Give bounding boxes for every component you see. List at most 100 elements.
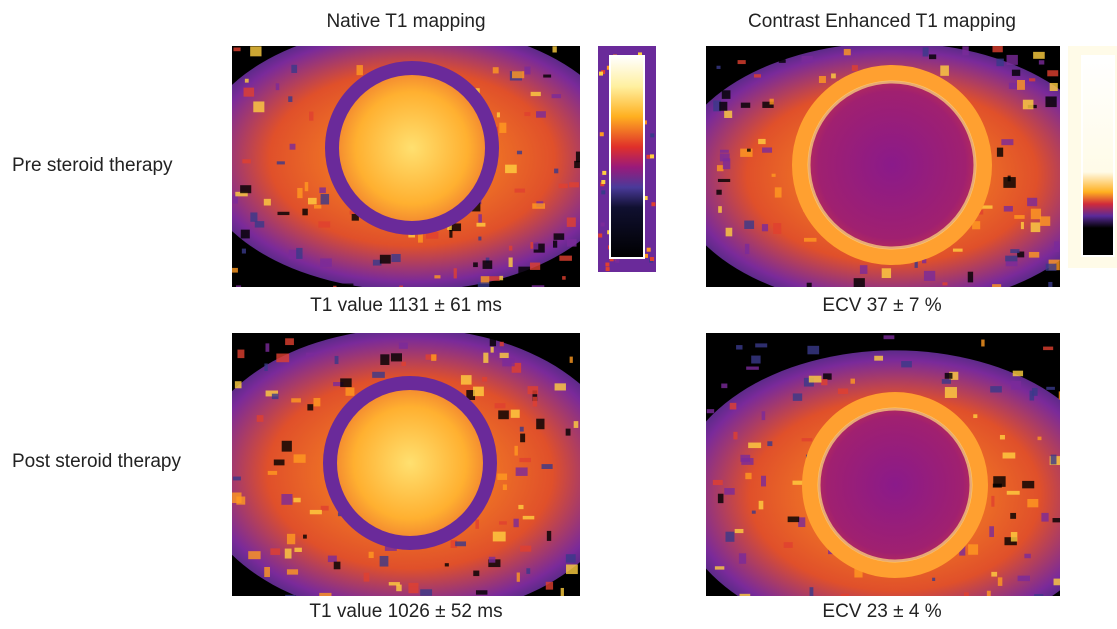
speckle bbox=[646, 155, 650, 159]
speckle bbox=[276, 354, 289, 363]
speckle bbox=[1027, 198, 1037, 206]
speckle bbox=[237, 350, 244, 359]
speckle bbox=[755, 343, 767, 347]
speckle bbox=[758, 139, 765, 144]
speckle bbox=[242, 249, 246, 254]
speckle bbox=[493, 532, 506, 542]
speckle bbox=[831, 73, 836, 78]
speckle bbox=[233, 477, 241, 481]
speckle bbox=[532, 285, 545, 294]
speckle bbox=[248, 551, 260, 559]
speckle bbox=[253, 101, 264, 112]
speckle bbox=[973, 414, 977, 418]
speckle bbox=[255, 221, 264, 227]
speckle bbox=[1050, 83, 1058, 91]
speckle bbox=[294, 548, 301, 552]
column-title: Native T1 mapping bbox=[326, 11, 485, 32]
speckle bbox=[852, 65, 858, 71]
speckle bbox=[235, 381, 242, 388]
speckle bbox=[305, 182, 309, 191]
speckle bbox=[1041, 513, 1048, 522]
speckle bbox=[552, 94, 561, 98]
speckle bbox=[802, 438, 813, 441]
speckle bbox=[318, 221, 330, 227]
speckle bbox=[968, 272, 973, 283]
speckle bbox=[615, 259, 619, 263]
speckle bbox=[990, 386, 1002, 392]
speckle bbox=[823, 373, 832, 379]
speckle bbox=[518, 267, 530, 275]
speckle bbox=[739, 553, 746, 563]
speckle bbox=[380, 354, 389, 365]
speckle bbox=[601, 222, 605, 226]
speckle bbox=[499, 276, 503, 280]
speckle bbox=[475, 520, 479, 529]
speckle bbox=[483, 353, 488, 363]
speckle bbox=[310, 510, 322, 514]
speckle bbox=[287, 569, 298, 574]
speckle bbox=[754, 74, 761, 77]
speckle bbox=[236, 285, 241, 293]
speckle bbox=[391, 353, 402, 361]
speckle bbox=[964, 592, 969, 599]
speckle bbox=[244, 88, 255, 97]
speckle bbox=[285, 595, 295, 600]
speckle bbox=[302, 209, 307, 216]
speckle bbox=[1032, 388, 1038, 396]
speckle bbox=[773, 223, 781, 234]
speckle bbox=[546, 582, 553, 590]
speckle bbox=[567, 217, 576, 226]
speckle bbox=[505, 165, 517, 173]
speckle bbox=[334, 562, 341, 570]
speckle bbox=[476, 223, 485, 227]
speckle bbox=[517, 573, 520, 582]
speckle bbox=[287, 534, 295, 544]
mri-image bbox=[194, 328, 626, 617]
speckle bbox=[250, 212, 257, 221]
speckle bbox=[268, 471, 277, 475]
speckle bbox=[993, 484, 1002, 488]
speckle bbox=[718, 494, 724, 503]
caption: T1 value 1026 ± 52 ms bbox=[309, 601, 502, 622]
speckle bbox=[949, 334, 960, 341]
speckle bbox=[992, 284, 1001, 292]
speckle bbox=[264, 199, 271, 206]
speckle bbox=[932, 578, 935, 581]
row-label: Pre steroid therapy bbox=[12, 155, 173, 176]
speckle bbox=[998, 577, 1003, 586]
speckle bbox=[724, 111, 732, 118]
speckle bbox=[309, 112, 313, 121]
speckle bbox=[497, 112, 500, 117]
speckle bbox=[515, 189, 526, 193]
speckle bbox=[567, 239, 577, 247]
speckle bbox=[996, 59, 1003, 67]
speckle bbox=[319, 593, 331, 600]
speckle bbox=[476, 590, 487, 594]
speckle bbox=[285, 549, 292, 559]
speckle bbox=[241, 230, 250, 239]
speckle bbox=[478, 237, 481, 241]
speckle bbox=[844, 49, 851, 55]
speckle bbox=[340, 378, 351, 387]
myocardium bbox=[330, 383, 490, 543]
speckle bbox=[569, 182, 579, 187]
speckle bbox=[747, 149, 751, 152]
speckle bbox=[576, 152, 584, 163]
speckle bbox=[940, 65, 949, 75]
speckle bbox=[328, 556, 337, 563]
speckle bbox=[733, 432, 737, 440]
speckle bbox=[991, 496, 994, 507]
speckle bbox=[601, 190, 605, 194]
speckle bbox=[854, 278, 865, 289]
speckle bbox=[819, 76, 826, 83]
colorbar-scale bbox=[1082, 56, 1114, 256]
speckle bbox=[544, 274, 552, 284]
speckle bbox=[516, 467, 528, 475]
speckle bbox=[559, 184, 568, 189]
speckle bbox=[264, 567, 270, 577]
speckle bbox=[574, 161, 580, 168]
speckle bbox=[357, 65, 363, 75]
speckle bbox=[736, 345, 742, 349]
speckle bbox=[726, 228, 733, 237]
speckle bbox=[399, 286, 403, 292]
